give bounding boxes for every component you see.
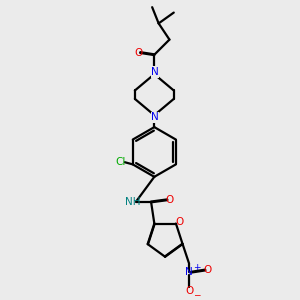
Text: O: O [185,286,193,296]
Text: N: N [151,67,159,77]
Text: N: N [185,267,193,277]
Text: NH: NH [125,197,140,207]
Text: Cl: Cl [116,157,126,167]
Text: O: O [134,48,142,58]
Text: O: O [165,195,174,205]
Text: +: + [193,263,200,272]
Text: −: − [193,290,200,299]
Text: O: O [176,218,184,227]
Text: N: N [151,112,159,122]
Text: O: O [203,265,211,275]
